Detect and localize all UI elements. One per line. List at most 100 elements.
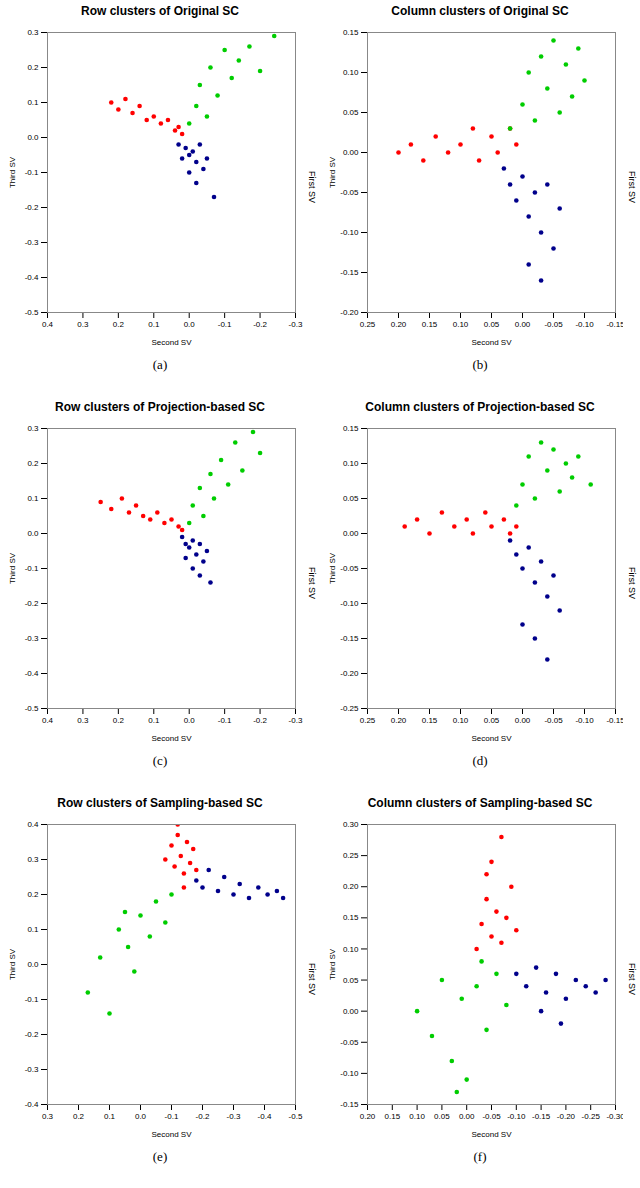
svg-text:0.1: 0.1 [148, 320, 160, 329]
svg-text:-0.4: -0.4 [25, 1100, 39, 1109]
svg-text:0.00: 0.00 [343, 1007, 359, 1016]
svg-text:0.1: 0.1 [148, 716, 160, 725]
svg-text:-0.2: -0.2 [25, 599, 39, 608]
svg-text:0.15: 0.15 [422, 716, 438, 725]
svg-text:-0.3: -0.3 [25, 634, 39, 643]
svg-text:0.4: 0.4 [42, 716, 54, 725]
svg-text:Second SV: Second SV [471, 734, 512, 743]
svg-text:-0.2: -0.2 [25, 1030, 39, 1039]
svg-text:0.05: 0.05 [343, 494, 359, 503]
svg-text:0.0: 0.0 [27, 529, 39, 538]
svg-text:-0.10: -0.10 [575, 320, 594, 329]
svg-text:-0.4: -0.4 [258, 1112, 272, 1121]
svg-text:-0.10: -0.10 [575, 716, 594, 725]
svg-text:-0.25: -0.25 [582, 1112, 601, 1121]
svg-text:0.2: 0.2 [27, 890, 39, 899]
svg-text:0.15: 0.15 [343, 913, 359, 922]
svg-text:Second SV: Second SV [471, 1130, 512, 1139]
svg-text:0.05: 0.05 [484, 320, 500, 329]
svg-text:0.25: 0.25 [360, 320, 376, 329]
svg-text:-0.3: -0.3 [289, 716, 303, 725]
svg-text:-0.2: -0.2 [196, 1112, 210, 1121]
svg-text:-0.1: -0.1 [25, 564, 39, 573]
svg-text:-0.10: -0.10 [507, 1112, 526, 1121]
svg-text:0.00: 0.00 [343, 529, 359, 538]
svg-text:0.10: 0.10 [343, 945, 359, 954]
svg-text:0.4: 0.4 [27, 820, 39, 829]
svg-text:0.4: 0.4 [42, 320, 54, 329]
svg-text:0.00: 0.00 [515, 716, 531, 725]
svg-text:0.20: 0.20 [360, 1112, 376, 1121]
svg-text:0.10: 0.10 [453, 320, 469, 329]
svg-text:Second SV: Second SV [151, 1130, 192, 1139]
svg-text:-0.15: -0.15 [532, 1112, 551, 1121]
svg-text:-0.1: -0.1 [165, 1112, 179, 1121]
svg-text:0.3: 0.3 [27, 855, 39, 864]
svg-text:-0.1: -0.1 [25, 168, 39, 177]
svg-text:-0.05: -0.05 [482, 1112, 501, 1121]
svg-text:0.3: 0.3 [77, 716, 89, 725]
svg-text:Third SV: Third SV [328, 552, 337, 584]
svg-text:0.2: 0.2 [27, 63, 39, 72]
svg-text:0.15: 0.15 [343, 28, 359, 37]
svg-text:Second SV: Second SV [151, 338, 192, 347]
svg-text:0.1: 0.1 [104, 1112, 116, 1121]
svg-text:-0.10: -0.10 [340, 599, 359, 608]
svg-text:-0.2: -0.2 [253, 716, 267, 725]
svg-text:-0.15: -0.15 [340, 634, 359, 643]
svg-text:-0.3: -0.3 [227, 1112, 241, 1121]
svg-text:-0.5: -0.5 [25, 704, 39, 713]
svg-text:-0.20: -0.20 [340, 308, 359, 317]
svg-text:0.05: 0.05 [434, 1112, 450, 1121]
svg-text:0.05: 0.05 [343, 108, 359, 117]
svg-text:-0.15: -0.15 [340, 268, 359, 277]
svg-text:0.20: 0.20 [391, 716, 407, 725]
svg-text:0.0: 0.0 [184, 320, 196, 329]
svg-text:-0.15: -0.15 [340, 1100, 359, 1109]
svg-text:Third SV: Third SV [328, 948, 337, 980]
svg-text:0.00: 0.00 [515, 320, 531, 329]
svg-text:-0.3: -0.3 [289, 320, 303, 329]
svg-text:-0.4: -0.4 [25, 669, 39, 678]
svg-text:Third SV: Third SV [328, 156, 337, 188]
svg-text:0.10: 0.10 [453, 716, 469, 725]
svg-text:-0.05: -0.05 [340, 1038, 359, 1047]
svg-text:0.05: 0.05 [484, 716, 500, 725]
svg-text:0.3: 0.3 [27, 28, 39, 37]
svg-text:0.3: 0.3 [42, 1112, 54, 1121]
svg-text:Third SV: Third SV [8, 156, 17, 188]
svg-text:0.15: 0.15 [343, 424, 359, 433]
svg-text:0.10: 0.10 [343, 68, 359, 77]
svg-text:0.2: 0.2 [27, 459, 39, 468]
svg-text:-0.15: -0.15 [606, 716, 623, 725]
svg-text:Second SV: Second SV [471, 338, 512, 347]
svg-text:0.20: 0.20 [391, 320, 407, 329]
svg-text:0.0: 0.0 [27, 133, 39, 142]
svg-text:0.1: 0.1 [27, 98, 39, 107]
svg-text:-0.3: -0.3 [25, 1065, 39, 1074]
svg-text:-0.15: -0.15 [606, 320, 623, 329]
svg-text:0.00: 0.00 [459, 1112, 475, 1121]
svg-text:0.2: 0.2 [113, 716, 125, 725]
svg-text:0.20: 0.20 [343, 882, 359, 891]
svg-text:-0.25: -0.25 [340, 704, 359, 713]
svg-text:0.10: 0.10 [409, 1112, 425, 1121]
svg-text:0.15: 0.15 [422, 320, 438, 329]
svg-text:0.25: 0.25 [343, 851, 359, 860]
svg-text:Third SV: Third SV [8, 552, 17, 584]
svg-text:0.1: 0.1 [27, 494, 39, 503]
svg-text:0.1: 0.1 [27, 925, 39, 934]
svg-text:-0.20: -0.20 [557, 1112, 576, 1121]
svg-text:-0.2: -0.2 [25, 203, 39, 212]
svg-text:-0.10: -0.10 [340, 1069, 359, 1078]
svg-text:0.2: 0.2 [113, 320, 125, 329]
svg-text:0.15: 0.15 [385, 1112, 401, 1121]
svg-text:-0.1: -0.1 [218, 716, 232, 725]
svg-text:0.2: 0.2 [73, 1112, 85, 1121]
svg-text:0.10: 0.10 [343, 459, 359, 468]
svg-text:-0.20: -0.20 [340, 669, 359, 678]
svg-text:-0.05: -0.05 [544, 716, 563, 725]
svg-text:-0.2: -0.2 [253, 320, 267, 329]
svg-text:-0.30: -0.30 [606, 1112, 623, 1121]
svg-text:0.3: 0.3 [77, 320, 89, 329]
